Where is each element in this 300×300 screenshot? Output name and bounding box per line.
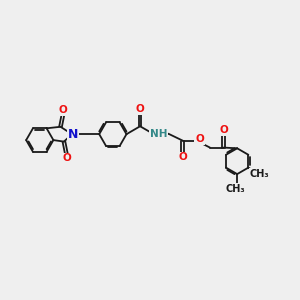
- Text: CH₃: CH₃: [250, 169, 269, 178]
- Text: CH₃: CH₃: [225, 184, 245, 194]
- Text: NH: NH: [150, 129, 167, 140]
- Text: N: N: [68, 128, 78, 141]
- Text: O: O: [62, 153, 71, 164]
- Text: O: O: [58, 105, 68, 115]
- Text: O: O: [195, 134, 204, 144]
- Text: O: O: [136, 104, 145, 114]
- Text: O: O: [178, 152, 187, 163]
- Text: O: O: [219, 125, 228, 135]
